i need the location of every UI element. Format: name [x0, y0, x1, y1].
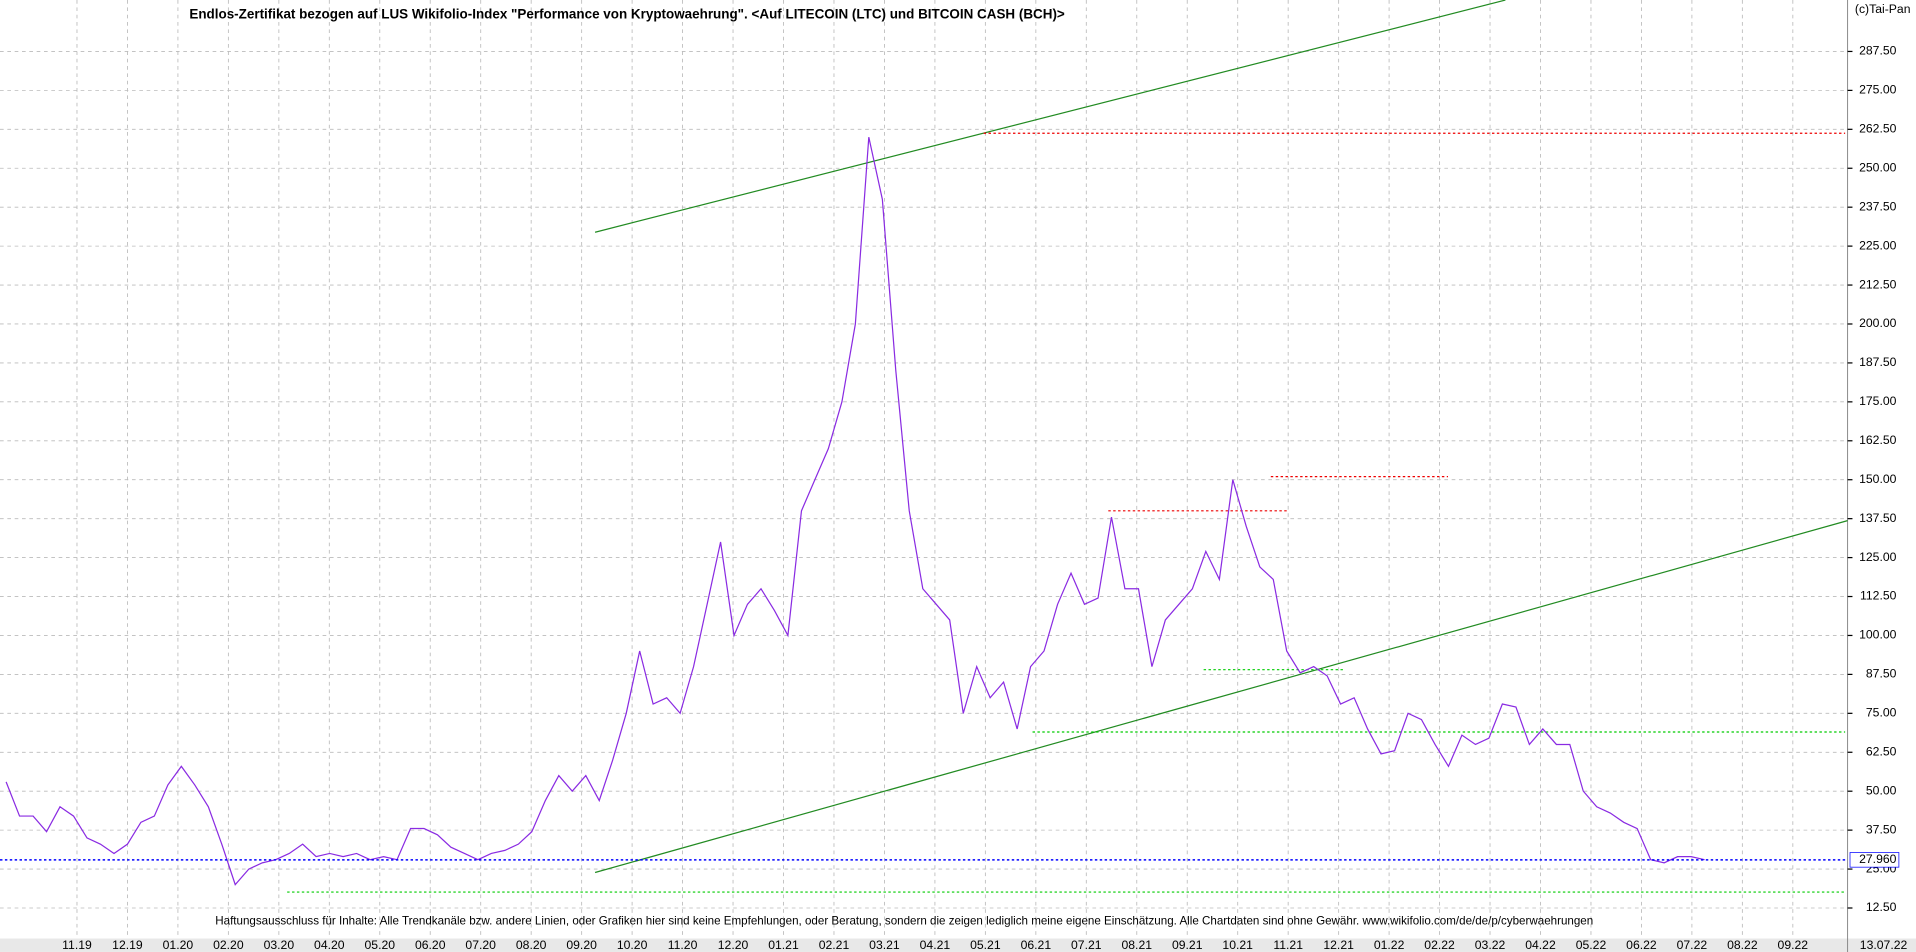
last-value-label: 27.960 [1859, 852, 1897, 866]
x-tick-label: 10.21 [1222, 938, 1253, 952]
x-tick-label: 11.21 [1273, 938, 1303, 952]
disclaimer: Haftungsausschluss für Inhalte: Alle Tre… [215, 914, 1593, 927]
y-tick-label: 187.50 [1859, 355, 1897, 369]
x-tick-label: 07.21 [1071, 938, 1102, 952]
x-tick-label: 04.20 [314, 938, 345, 952]
x-tick-label: 11.20 [668, 938, 698, 952]
x-tick-label: 09.20 [566, 938, 597, 952]
y-tick-label: 237.50 [1859, 199, 1897, 213]
y-tick-label: 62.50 [1866, 744, 1897, 758]
y-tick-label: 262.50 [1859, 122, 1897, 136]
y-tick-label: 75.00 [1866, 706, 1897, 720]
x-tick-label: 05.22 [1576, 938, 1607, 952]
x-tick-label: 04.22 [1525, 938, 1556, 952]
x-tick-label: 08.21 [1121, 938, 1152, 952]
x-tick-label: 01.21 [768, 938, 799, 952]
y-tick-label: 50.00 [1866, 783, 1897, 797]
x-tick-label: 01.20 [163, 938, 194, 952]
price-line [5, 137, 1705, 886]
last-value-box [1849, 852, 1900, 868]
y-tick-label: 150.00 [1859, 472, 1897, 486]
x-tick-label: 10.20 [617, 938, 648, 952]
y-tick-label: 37.50 [1866, 822, 1897, 836]
x-tick-label: 12.20 [718, 938, 749, 952]
x-tick-label: 08.22 [1727, 938, 1758, 952]
x-tick-label: 12.19 [112, 938, 143, 952]
y-tick-label: 87.50 [1866, 667, 1897, 681]
x-tick-label: 09.22 [1778, 938, 1809, 952]
trend-line [594, 0, 1506, 233]
grid [0, 0, 1848, 939]
x-tick-label: 06.21 [1021, 938, 1052, 952]
date-label: 13.07.22 [1860, 938, 1908, 952]
y-tick-label: 137.50 [1859, 511, 1897, 525]
x-tick-label: 06.22 [1626, 938, 1657, 952]
x-tick-label: 12.21 [1323, 938, 1354, 952]
x-tick-label: 05.21 [970, 938, 1001, 952]
y-tick-label: 175.00 [1859, 394, 1897, 408]
x-tick-label: 02.22 [1424, 938, 1455, 952]
y-tick-label: 125.00 [1859, 550, 1897, 564]
x-tick-label: 03.21 [869, 938, 900, 952]
y-tick-label: 112.50 [1860, 589, 1897, 603]
x-tick-label: 08.20 [516, 938, 547, 952]
x-tick-label: 02.20 [213, 938, 244, 952]
x-tick-label: 01.22 [1374, 938, 1405, 952]
x-tick-label: 03.22 [1475, 938, 1506, 952]
y-tick-label: 275.00 [1859, 83, 1897, 97]
x-tick-label: 06.20 [415, 938, 446, 952]
chart-title: Endlos-Zertifikat bezogen auf LUS Wikifo… [189, 6, 1065, 21]
x-tick-label: 07.20 [465, 938, 496, 952]
copyright: (c)Tai-Pan [1855, 2, 1911, 16]
x-tick-label: 09.21 [1172, 938, 1203, 952]
x-axis-band [0, 938, 1916, 952]
y-tick-label: 100.00 [1859, 628, 1897, 642]
x-tick-label: 05.20 [365, 938, 396, 952]
y-tick-label: 212.50 [1859, 277, 1897, 291]
y-tick-label: 200.00 [1859, 316, 1897, 330]
y-tick-label: 12.50 [1866, 900, 1897, 914]
x-tick-label: 03.20 [264, 938, 295, 952]
x-tick-label: 02.21 [819, 938, 850, 952]
trend-line [594, 520, 1848, 874]
y-tick-label: 287.50 [1859, 44, 1897, 58]
y-tick-label: 162.50 [1859, 433, 1897, 447]
y-tick-label: 225.00 [1859, 238, 1897, 252]
x-tick-label: 11.19 [62, 938, 92, 952]
x-tick-label: 04.21 [920, 938, 951, 952]
x-tick-label: 07.22 [1677, 938, 1708, 952]
y-tick-label: 250.00 [1859, 160, 1897, 174]
